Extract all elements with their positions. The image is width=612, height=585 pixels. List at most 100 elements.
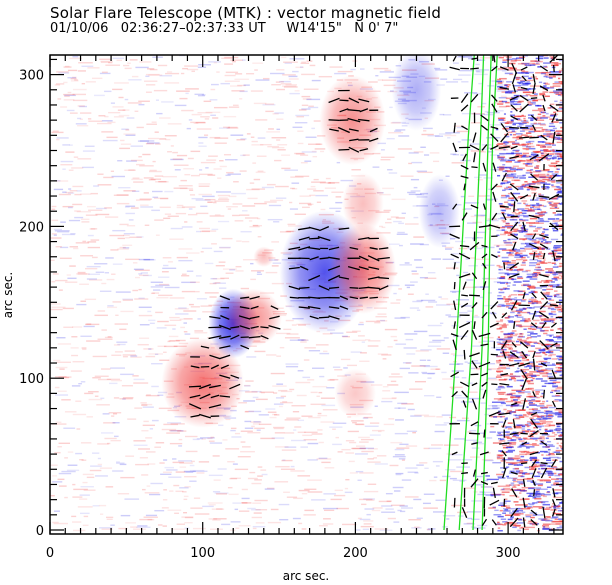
noise-streak <box>511 462 516 465</box>
noise-streak <box>138 288 142 291</box>
noise-streak <box>504 143 508 146</box>
noise-streak <box>554 196 559 198</box>
noise-streak <box>543 148 549 151</box>
noise-streak <box>101 528 113 530</box>
field-vector <box>318 316 330 319</box>
noise-streak <box>187 157 194 160</box>
noise-streak <box>79 118 83 120</box>
noise-streak <box>72 93 87 96</box>
field-vector <box>552 131 556 144</box>
noise-streak <box>73 156 79 158</box>
noise-streak <box>518 431 523 434</box>
noise-streak <box>329 378 339 381</box>
noise-streak <box>537 335 541 337</box>
noise-streak <box>526 244 532 246</box>
noise-streak <box>541 494 545 497</box>
noise-streak <box>521 209 532 212</box>
noise-streak <box>276 383 284 385</box>
noise-streak <box>133 528 146 530</box>
noise-streak <box>547 107 552 109</box>
noise-streak <box>330 498 342 501</box>
noise-streak <box>551 144 556 146</box>
noise-streak <box>524 466 531 469</box>
noise-streak <box>438 133 452 135</box>
noise-streak <box>355 470 364 473</box>
field-vector <box>511 72 517 85</box>
noise-streak <box>286 333 299 335</box>
field-vector <box>377 256 390 260</box>
noise-streak <box>473 92 483 95</box>
noise-streak <box>120 310 134 313</box>
field-vector <box>348 128 359 132</box>
noise-streak <box>519 255 523 258</box>
noise-streak <box>517 63 524 65</box>
noise-streak <box>507 457 513 459</box>
noise-streak <box>112 229 126 232</box>
noise-streak <box>291 182 300 184</box>
noise-streak <box>539 251 542 253</box>
noise-streak <box>445 469 456 471</box>
noise-streak <box>87 205 96 208</box>
noise-streak <box>534 366 540 369</box>
noise-streak <box>470 150 484 152</box>
noise-streak <box>497 294 502 297</box>
noise-streak <box>285 365 299 368</box>
noise-streak <box>275 81 281 83</box>
noise-streak <box>142 406 154 408</box>
noise-streak <box>532 431 537 434</box>
noise-streak <box>550 517 557 519</box>
noise-streak <box>130 207 139 209</box>
field-vector <box>551 499 556 507</box>
field-vector <box>349 138 359 142</box>
noise-streak <box>536 269 545 272</box>
noise-streak <box>285 84 297 86</box>
noise-streak <box>77 117 82 120</box>
noise-streak <box>510 111 513 113</box>
noise-streak <box>164 82 180 84</box>
noise-streak <box>508 249 515 251</box>
noise-streak <box>503 240 507 242</box>
noise-streak <box>530 290 536 293</box>
noise-streak <box>551 308 557 311</box>
noise-streak <box>539 328 543 330</box>
field-vector <box>469 144 480 151</box>
noise-streak <box>273 221 280 223</box>
noise-streak <box>521 425 526 428</box>
noise-streak <box>550 162 558 164</box>
noise-streak <box>565 300 572 302</box>
noise-streak <box>543 169 550 171</box>
field-vector <box>250 305 259 310</box>
noise-streak <box>493 398 503 400</box>
field-vector <box>532 350 536 359</box>
noise-streak <box>536 226 543 229</box>
noise-streak <box>488 405 503 407</box>
noise-streak <box>159 138 167 140</box>
noise-streak <box>76 190 82 192</box>
noise-streak <box>517 507 521 510</box>
noise-streak <box>117 493 130 495</box>
noise-streak <box>86 278 97 280</box>
noise-streak <box>463 523 475 525</box>
noise-streak <box>517 362 520 364</box>
noise-streak <box>154 219 164 221</box>
field-vector <box>208 384 221 389</box>
noise-streak <box>122 398 126 400</box>
noise-streak <box>511 432 514 434</box>
noise-streak <box>505 97 514 100</box>
noise-streak <box>507 238 511 241</box>
noise-streak <box>497 412 502 414</box>
noise-streak <box>82 150 95 152</box>
noise-streak <box>451 376 460 378</box>
field-vector <box>481 244 488 248</box>
noise-streak <box>367 483 377 485</box>
noise-streak <box>155 311 163 314</box>
noise-streak <box>525 237 532 239</box>
noise-streak <box>534 355 542 357</box>
noise-streak <box>514 59 522 62</box>
position-ns: N 0' 7" <box>354 21 399 36</box>
noise-streak <box>477 493 486 496</box>
noise-streak <box>532 409 541 412</box>
noise-streak <box>317 414 328 417</box>
noise-streak <box>391 373 400 375</box>
noise-streak <box>181 226 193 228</box>
